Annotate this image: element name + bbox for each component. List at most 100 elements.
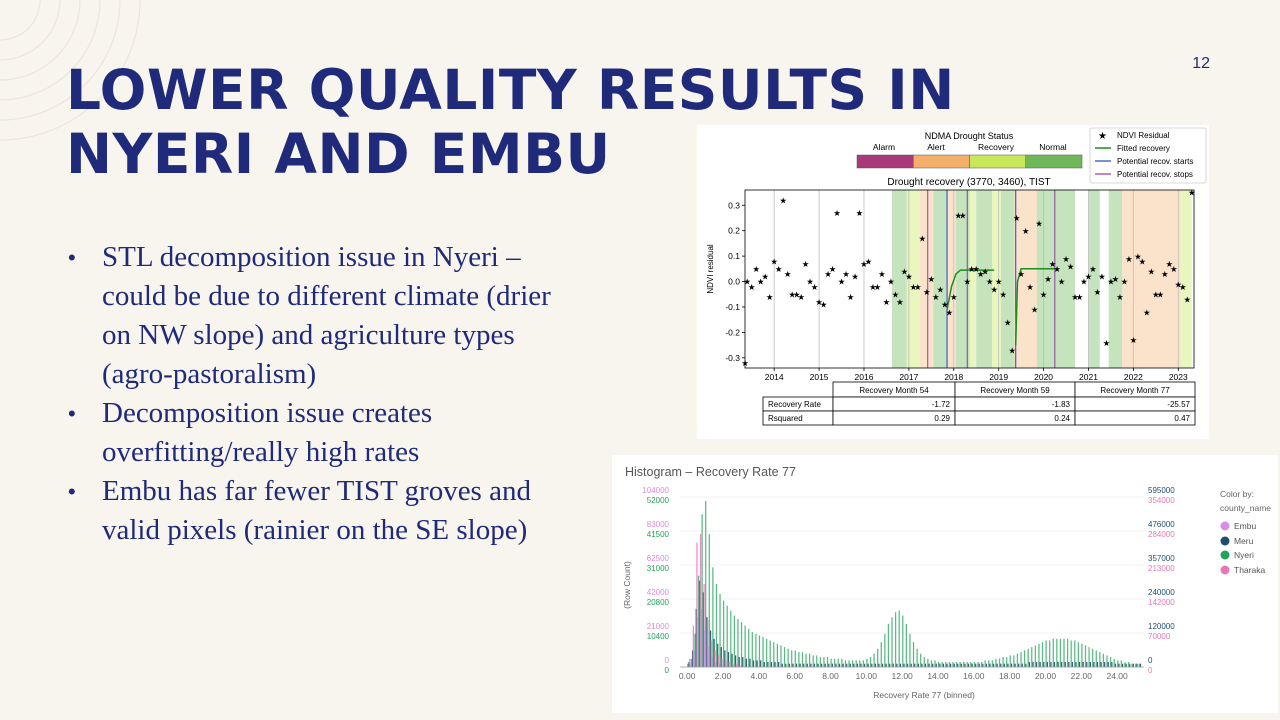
meru-bar	[889, 663, 891, 667]
meru-bar	[975, 663, 977, 667]
legend-box	[1089, 127, 1207, 184]
nyeri-bar	[712, 567, 714, 667]
data-point: ★	[842, 269, 850, 279]
nyeri-bar	[1074, 640, 1076, 667]
nyeri-bar	[1120, 660, 1122, 667]
meru-bar	[810, 663, 812, 667]
nyeri-bar	[1109, 657, 1112, 667]
data-point: ★	[914, 282, 922, 292]
meru-bar	[842, 663, 844, 667]
status-segment	[1025, 154, 1083, 169]
meru-bar	[1078, 662, 1081, 667]
y-tick-left-pink: 104000	[642, 486, 669, 495]
nyeri-bar	[988, 660, 990, 667]
meru-bar	[1053, 662, 1056, 667]
table-value: -1.83	[1052, 400, 1071, 409]
data-point: ★	[743, 277, 751, 287]
meru-bar	[799, 663, 801, 667]
nyeri-bar	[937, 662, 940, 667]
meru-bar	[820, 663, 823, 667]
nyeri-bar	[1016, 653, 1019, 667]
nyeri-bar	[826, 657, 829, 667]
nyeri-bar	[787, 648, 789, 667]
nyeri-bar	[869, 657, 872, 667]
meru-bar	[1082, 662, 1084, 667]
y-tick-right-teal: 476000	[1148, 520, 1175, 529]
table-header: Recovery Month 54	[859, 386, 929, 395]
data-point: ★	[1026, 282, 1034, 292]
meru-bar	[896, 663, 898, 667]
shaded-period	[920, 190, 934, 368]
shaded-period	[956, 190, 970, 368]
meru-bar	[788, 663, 790, 667]
nyeri-bar	[1045, 640, 1047, 667]
nyeri-bar	[687, 663, 689, 667]
meru-bar	[967, 663, 970, 667]
meru-bar	[713, 638, 715, 667]
data-point: ★	[1121, 277, 1129, 287]
nyeri-bar	[744, 625, 746, 667]
meru-bar	[695, 608, 697, 667]
histogram-chart: Histogram – Recovery Rate 77 (Row Count)…	[622, 465, 1271, 700]
nyeri-bar	[1034, 645, 1036, 667]
y-tick-left-green: 20800	[647, 598, 670, 607]
y-tick-right-teal: 0	[1148, 656, 1153, 665]
meru-bar	[942, 663, 945, 667]
data-point: ★	[1049, 259, 1057, 269]
chart2-xlabel: Recovery Rate 77 (binned)	[873, 690, 975, 700]
nyeri-bar	[945, 662, 947, 667]
legend-embu-swatch	[1220, 521, 1230, 531]
nyeri-bar	[952, 662, 954, 667]
meru-bar	[709, 630, 712, 667]
meru-bar	[917, 663, 919, 667]
shaded-period	[1088, 190, 1100, 368]
data-point: ★	[977, 269, 985, 279]
chart2-title: Histogram – Recovery Rate 77	[625, 465, 796, 479]
drought-recovery-figure: NDMA Drought Status Alarm Alert Recovery…	[697, 125, 1209, 439]
data-point: ★	[1071, 292, 1079, 302]
meru-bar	[688, 662, 690, 667]
meru-bar	[785, 663, 787, 667]
meru-bar	[978, 663, 980, 667]
meru-bar	[817, 663, 819, 667]
x-tick-label: 6.00	[786, 671, 803, 681]
data-point: ★	[968, 264, 976, 274]
nyeri-bar	[690, 658, 693, 667]
meru-bar	[985, 663, 988, 667]
y-tick-left-green: 41500	[647, 530, 670, 539]
data-point: ★	[1188, 188, 1196, 198]
status-segment	[969, 154, 1026, 169]
data-point: ★	[1148, 267, 1156, 277]
data-point: ★	[932, 292, 940, 302]
meru-bar	[964, 663, 966, 667]
nyeri-bar	[705, 501, 707, 667]
meru-bar	[777, 662, 780, 667]
bullet-text: Embu has far fewer TIST groves and valid…	[102, 475, 531, 546]
nyeri-bar	[970, 662, 972, 667]
tharaka-bar	[692, 625, 694, 667]
nyeri-bar	[844, 660, 847, 667]
meru-bar	[702, 592, 705, 667]
nyeri-bar	[697, 575, 700, 667]
meru-bar	[1007, 663, 1009, 667]
nyeri-bar	[819, 657, 821, 667]
nyeri-bar	[848, 660, 850, 667]
data-point: ★	[1094, 287, 1102, 297]
tharaka-bar	[696, 542, 698, 667]
nyeri-bar	[805, 653, 807, 667]
legend-color-by: Color by:	[1220, 489, 1254, 499]
tharaka-bar	[724, 660, 727, 667]
meru-bar	[1089, 662, 1091, 667]
bullet-dot: •	[68, 245, 76, 270]
chart1-title: Drought recovery (3770, 3460), TIST	[887, 177, 1050, 188]
embu-bar	[704, 630, 706, 667]
nyeri-bar	[873, 653, 875, 667]
meru-bar	[932, 663, 934, 667]
nyeri-bar	[794, 650, 796, 667]
shaded-period	[1014, 190, 1037, 368]
y-tick-label: -0.3	[725, 353, 740, 363]
shaded-period	[1000, 190, 1015, 368]
data-point: ★	[923, 287, 931, 297]
legend-nyeri-swatch	[1220, 550, 1230, 560]
y-tick-right-teal: 240000	[1148, 588, 1175, 597]
